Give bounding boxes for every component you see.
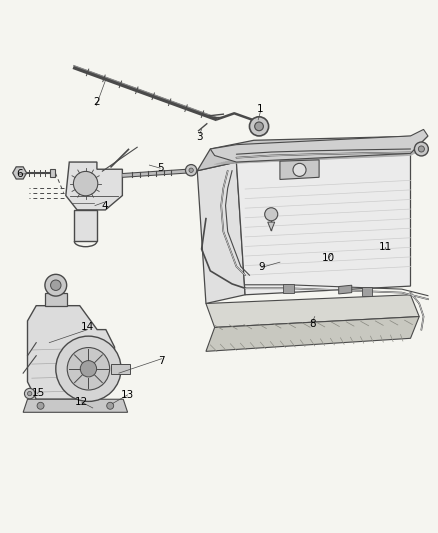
Text: 7: 7 [158,357,165,366]
Circle shape [45,274,67,296]
Polygon shape [23,399,127,413]
Polygon shape [50,168,55,177]
Polygon shape [45,293,67,305]
Polygon shape [66,162,122,210]
Text: 11: 11 [378,243,392,252]
Circle shape [37,402,44,409]
Circle shape [414,142,428,156]
Text: 1: 1 [257,104,264,114]
Polygon shape [268,222,275,231]
Text: 12: 12 [75,397,88,407]
Text: 15: 15 [32,387,45,398]
Polygon shape [13,167,27,179]
Polygon shape [197,162,245,303]
Text: 3: 3 [197,132,203,142]
Text: 5: 5 [157,163,163,173]
Circle shape [25,389,35,399]
Polygon shape [74,210,97,241]
Text: 13: 13 [121,390,134,400]
Circle shape [293,163,306,176]
Circle shape [67,348,110,390]
Polygon shape [206,295,419,327]
Circle shape [250,117,268,136]
Circle shape [185,165,197,176]
Text: 10: 10 [322,253,335,263]
Circle shape [56,336,121,401]
Circle shape [254,122,263,131]
Polygon shape [362,287,372,296]
Polygon shape [111,364,130,374]
Polygon shape [280,160,319,180]
Text: 9: 9 [258,262,265,272]
Polygon shape [339,285,352,294]
Circle shape [74,172,98,196]
Text: 14: 14 [81,321,94,332]
Text: 6: 6 [16,169,23,179]
Polygon shape [28,305,115,399]
Circle shape [28,391,32,396]
Polygon shape [197,136,428,171]
Text: 8: 8 [309,319,316,329]
Polygon shape [283,284,294,293]
Polygon shape [210,130,428,162]
Circle shape [107,402,114,409]
Polygon shape [206,317,419,351]
Circle shape [189,168,193,172]
Circle shape [80,361,97,377]
Circle shape [418,146,424,152]
Text: 2: 2 [93,97,99,107]
Text: 4: 4 [101,201,108,212]
Circle shape [265,208,278,221]
Circle shape [50,280,61,290]
Polygon shape [237,154,410,295]
